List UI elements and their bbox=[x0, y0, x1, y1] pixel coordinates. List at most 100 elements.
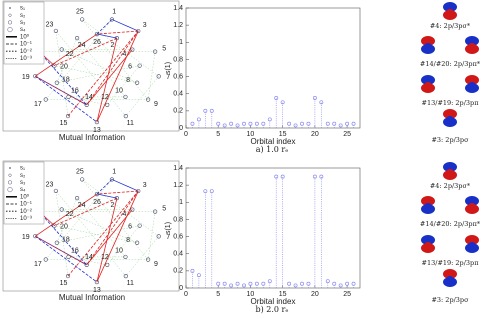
legend-label: 10⁰ bbox=[20, 33, 30, 40]
mi-node-label: 4 bbox=[122, 211, 126, 218]
mi-node-label: 23 bbox=[46, 182, 54, 189]
mi-node bbox=[130, 207, 135, 212]
mi-node bbox=[136, 28, 141, 34]
stem-marker bbox=[274, 174, 279, 179]
orbital-lobe bbox=[421, 36, 435, 46]
mi-node-label: 24 bbox=[78, 42, 86, 49]
mi-link bbox=[86, 30, 139, 106]
mi-link bbox=[96, 19, 113, 35]
mi-link bbox=[96, 30, 139, 123]
mi-title: Mutual Information bbox=[59, 293, 125, 302]
mi-link bbox=[96, 30, 139, 35]
mi-node-label: 7 bbox=[166, 234, 170, 241]
orbital-lobe bbox=[421, 243, 435, 253]
stem-marker bbox=[332, 281, 337, 286]
mi-node bbox=[33, 234, 38, 239]
mi-link bbox=[54, 37, 118, 66]
mi-node-label: 13 bbox=[93, 127, 101, 134]
mi-link bbox=[45, 19, 113, 100]
orbital-lobe bbox=[465, 36, 479, 46]
mi-node bbox=[59, 207, 64, 212]
orbital-lobe bbox=[443, 10, 457, 20]
legend-marker bbox=[7, 20, 13, 25]
mi-node bbox=[137, 223, 142, 228]
mi-link bbox=[55, 190, 126, 277]
legend-marker bbox=[7, 187, 13, 193]
mi-node bbox=[66, 254, 71, 259]
orbital-lobe bbox=[447, 9, 453, 13]
mi-node-label: 6 bbox=[128, 63, 132, 70]
orbital-lobe bbox=[443, 2, 457, 12]
mi-node-label: 17 bbox=[34, 101, 42, 108]
mi-node bbox=[52, 63, 57, 68]
mi-node-label: 9 bbox=[154, 261, 158, 268]
mi-link bbox=[96, 33, 118, 39]
mi-link bbox=[35, 235, 87, 266]
mi-node-label: 5 bbox=[162, 206, 166, 213]
orbital-lobe bbox=[425, 43, 431, 47]
orbital-lobe bbox=[421, 235, 435, 245]
x-tick-label: 5 bbox=[216, 291, 220, 298]
mi-node bbox=[105, 102, 110, 108]
y-tick-label: 1.4 bbox=[173, 5, 183, 12]
mi-node bbox=[59, 47, 64, 52]
stem-marker bbox=[345, 121, 350, 126]
orbital-lobe bbox=[465, 196, 479, 206]
stem-marker bbox=[203, 108, 208, 113]
stem-marker bbox=[280, 174, 285, 179]
orbital-lobe bbox=[443, 117, 457, 127]
mi-node-label: 8 bbox=[126, 77, 130, 84]
mi-node bbox=[75, 36, 80, 41]
stem-marker bbox=[261, 281, 266, 286]
stem-marker bbox=[287, 281, 292, 286]
y-tick-label: 0 bbox=[179, 285, 183, 292]
mi-node-label: 2 bbox=[111, 42, 115, 49]
mi-node bbox=[105, 262, 110, 268]
stem-marker bbox=[203, 189, 208, 194]
mi-node bbox=[65, 113, 71, 119]
mi-node bbox=[146, 97, 151, 102]
stem-marker bbox=[209, 189, 214, 194]
mi-link bbox=[96, 190, 139, 195]
mi-node bbox=[53, 188, 58, 194]
orbital-lobe bbox=[465, 83, 479, 93]
stem-marker bbox=[300, 121, 304, 126]
stem-marker bbox=[300, 281, 304, 286]
stem-marker bbox=[338, 123, 343, 128]
mi-node bbox=[123, 274, 128, 279]
orbital-caption: #14/#20: 2p/3pπ* bbox=[420, 220, 481, 228]
mi-node bbox=[94, 31, 100, 37]
mi-node-label: 2 bbox=[111, 202, 115, 209]
mi-node-label: 16 bbox=[71, 248, 79, 255]
y-tick-label: 0.4 bbox=[173, 91, 183, 98]
mi-node bbox=[84, 102, 89, 108]
mi-node bbox=[52, 223, 57, 228]
mi-link bbox=[35, 75, 87, 106]
mi-node-label: 8 bbox=[126, 237, 130, 244]
mi-link bbox=[86, 49, 133, 106]
stem-marker bbox=[254, 281, 259, 286]
legend-marker bbox=[8, 6, 12, 10]
orbital-lobe bbox=[447, 169, 453, 173]
mi-link bbox=[35, 75, 98, 123]
mi-node bbox=[123, 94, 128, 100]
mi-node-label: 7 bbox=[166, 74, 170, 81]
y-tick-label: 0.6 bbox=[173, 233, 183, 240]
y-tick-label: 1.2 bbox=[173, 182, 183, 189]
mi-node-label: 10 bbox=[115, 248, 123, 255]
stem-marker bbox=[216, 121, 221, 126]
mi-link bbox=[55, 30, 69, 117]
mi-node-label: 3 bbox=[143, 22, 147, 29]
orbital-lobe bbox=[425, 82, 431, 86]
orbital-lobe bbox=[443, 269, 457, 279]
orbital-lobe bbox=[465, 75, 479, 85]
legend-label: s₄ bbox=[20, 187, 26, 193]
stem-marker bbox=[312, 96, 317, 100]
stem-marker bbox=[306, 281, 311, 286]
mi-link bbox=[56, 225, 140, 243]
orbital-lobe bbox=[469, 203, 475, 207]
legend-marker bbox=[8, 13, 12, 17]
y-tick-label: 0.8 bbox=[173, 56, 183, 63]
stem-marker bbox=[332, 121, 337, 126]
mi-node-label: 15 bbox=[60, 280, 68, 287]
